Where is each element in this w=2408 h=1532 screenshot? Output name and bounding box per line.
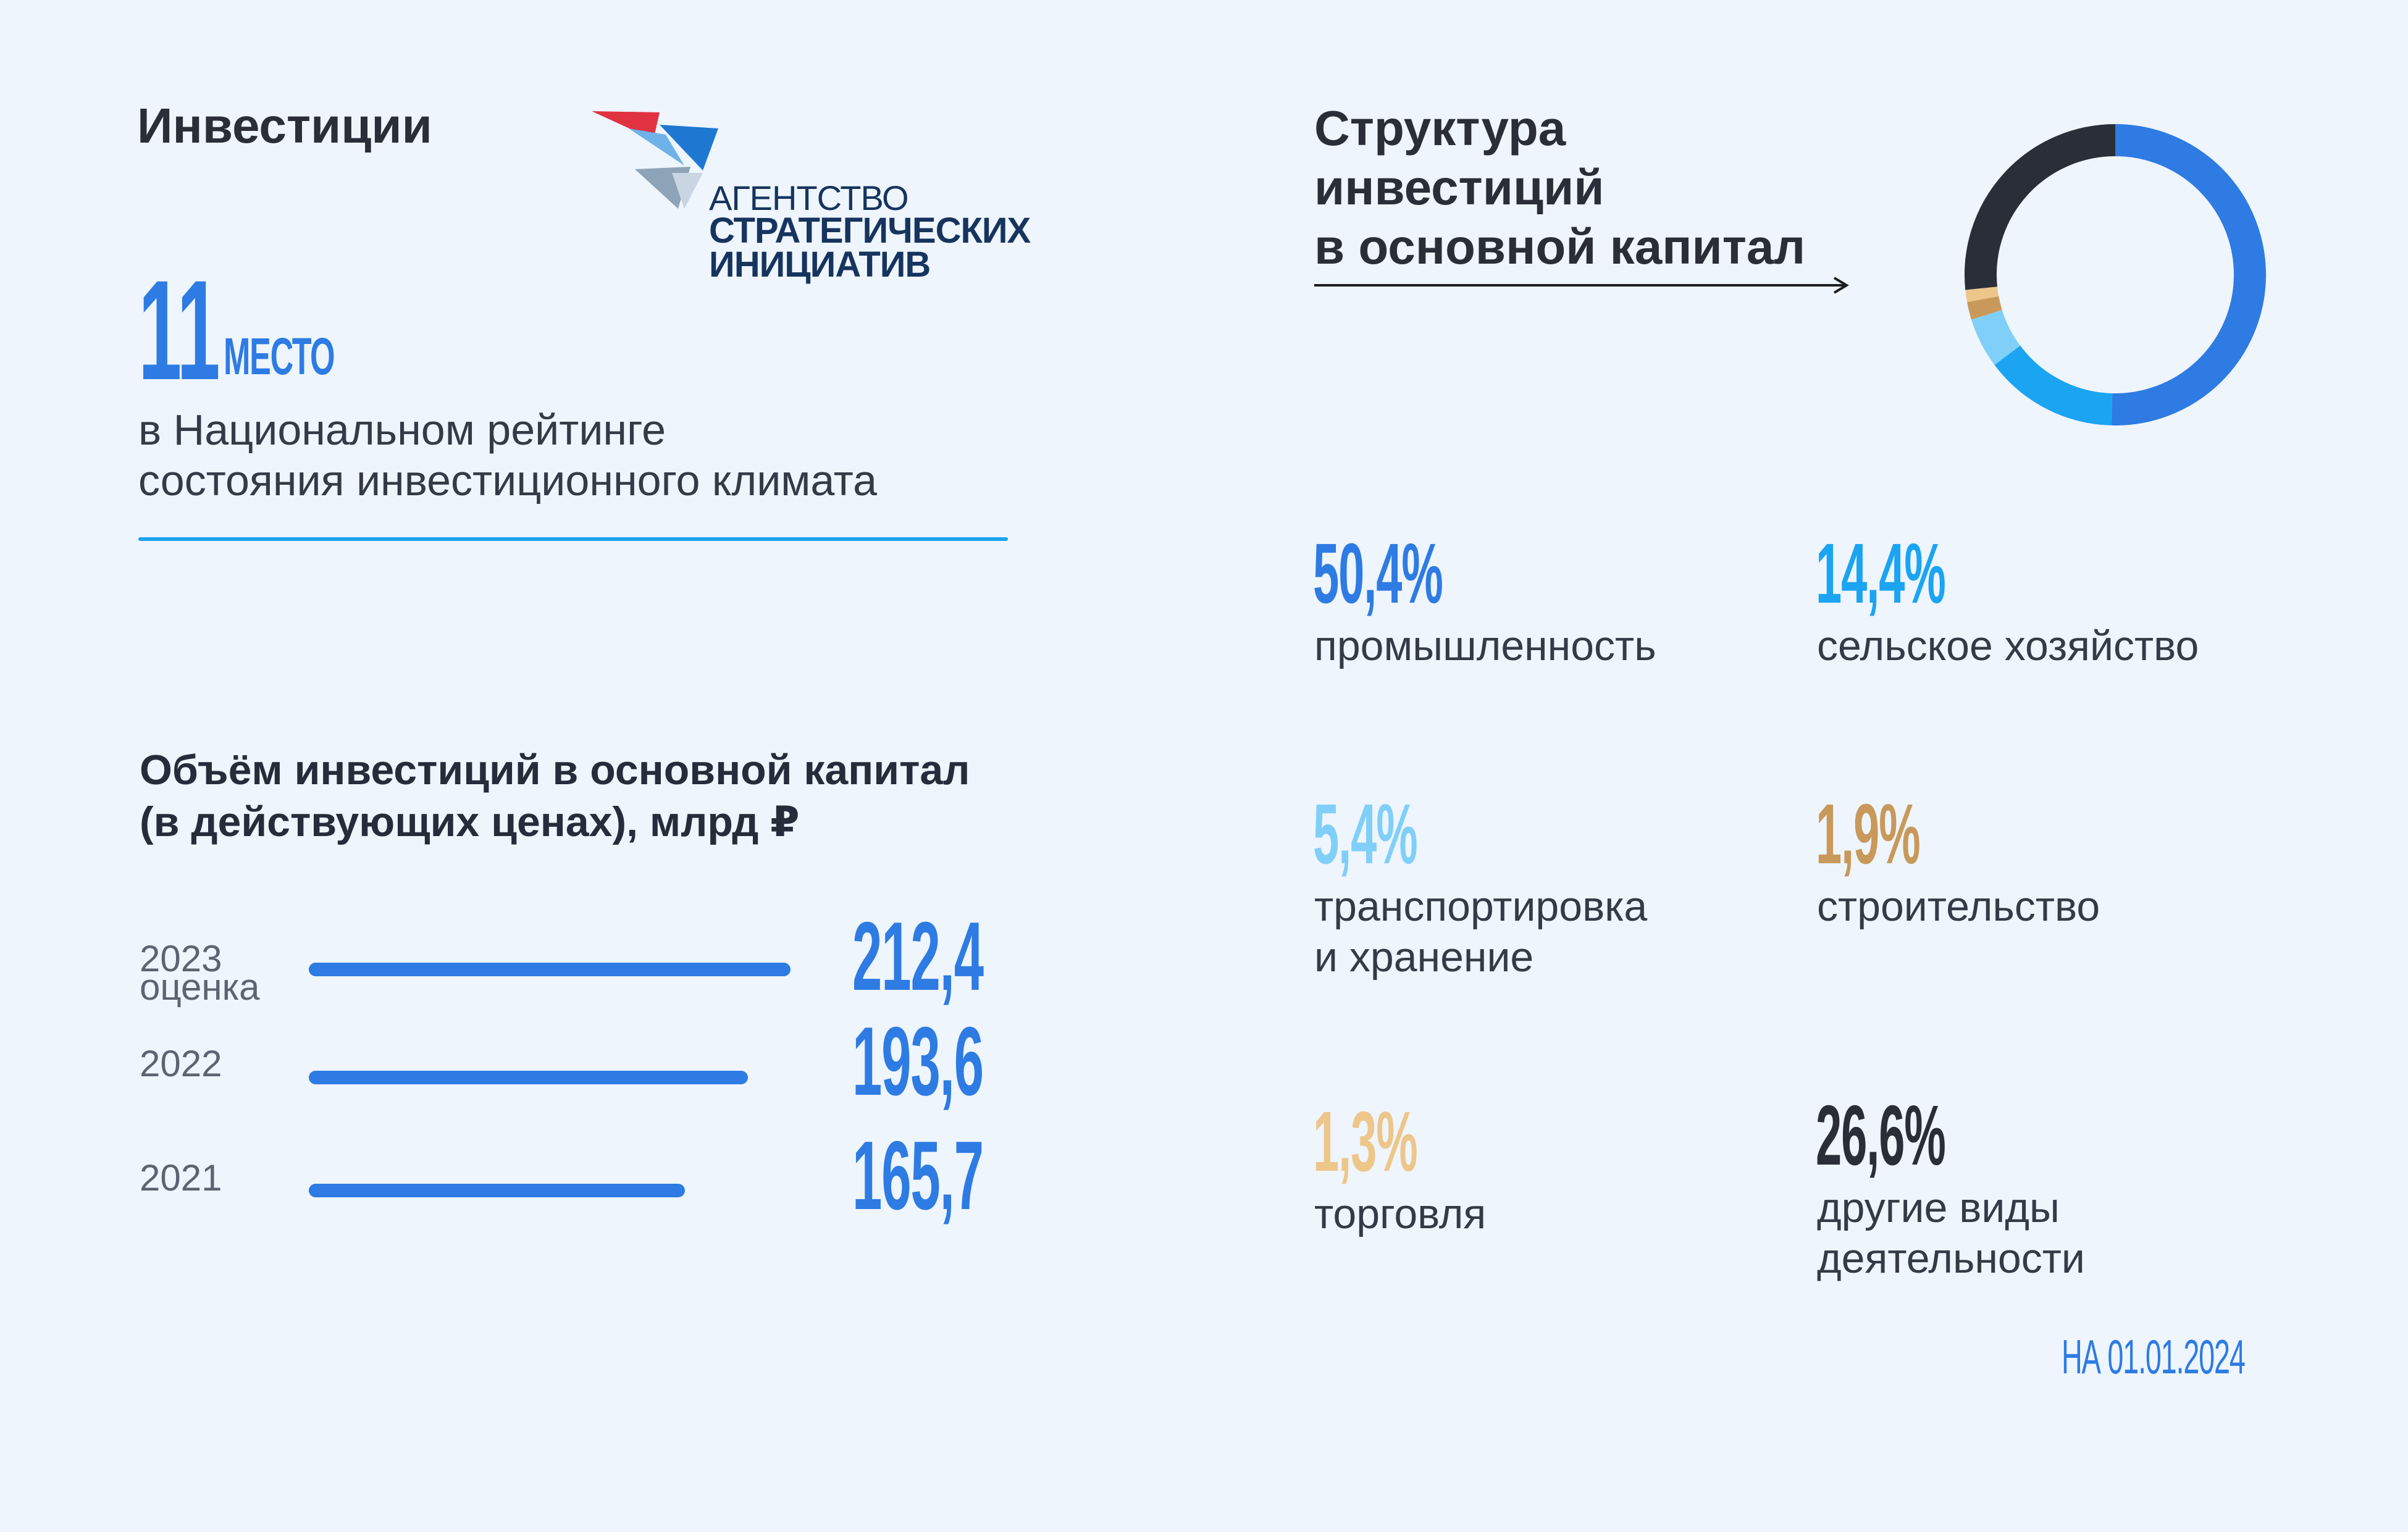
logo-text-line3: ИНИЦИАТИВ <box>709 245 931 285</box>
legend-label-line: строительство <box>1817 883 2100 930</box>
rank-description-line1: в Национальном рейтинге <box>138 406 666 454</box>
rank-description-line2: состояния инвестиционного климата <box>138 456 878 504</box>
donut-slice <box>1965 124 2116 290</box>
legend-label-line: деятельности <box>1817 1235 2085 1282</box>
legend-label-line: транспортировка <box>1314 883 1648 930</box>
donut-slice <box>1965 287 1999 303</box>
donut-slice <box>1994 345 2113 425</box>
arrow-icon <box>1314 277 1849 294</box>
bar-category-label: 2021 <box>140 1157 222 1199</box>
volume-title-line2: (в действующих ценах), млрд ₽ <box>140 798 800 845</box>
legend-percent: 50,4% <box>1313 526 1443 621</box>
structure-title-line1: Структура <box>1314 101 1566 156</box>
asi-logo <box>592 111 718 209</box>
date-note: НА 01.01.2024 <box>2062 1329 2246 1384</box>
bar <box>309 1184 685 1197</box>
volume-title-line1: Объём инвестиций в основной капитал <box>140 747 970 793</box>
legend-label: торговля <box>1314 1189 1870 1239</box>
bar-category-label: 2023 оценка <box>140 938 260 1008</box>
legend-percent: 26,6% <box>1816 1088 1946 1183</box>
investments-heading: Инвестиции <box>137 98 432 153</box>
legend-label-line: другие виды <box>1817 1184 2060 1231</box>
legend-label: сельское хозяйство <box>1817 621 2373 671</box>
legend-label-line: промышленность <box>1314 622 1656 669</box>
legend-label-line: сельское хозяйство <box>1817 622 2199 669</box>
logo-light-blue-wing <box>629 128 684 165</box>
bar-value-label: 212,4 <box>852 902 984 1011</box>
legend-label: транспортировка и хранение <box>1314 881 1870 982</box>
bar-category-label-line: 2022 <box>140 1043 222 1084</box>
bar-value-label: 165,7 <box>852 1121 984 1230</box>
donut-slice <box>2111 124 2266 425</box>
bar <box>309 963 791 976</box>
legend-label: промышленность <box>1314 621 1870 671</box>
bar-category-label: 2022 <box>140 1043 222 1084</box>
legend-label: строительство <box>1817 881 2373 932</box>
bar-value-label: 193,6 <box>852 1007 984 1116</box>
structure-donut-chart <box>1965 124 2266 425</box>
logo-light-wing <box>672 173 703 209</box>
logo-blue-wing <box>660 125 718 170</box>
bar <box>309 1071 748 1084</box>
structure-title-line2: инвестиций <box>1314 160 1605 215</box>
legend-label-line: торговля <box>1314 1191 1487 1237</box>
bar-category-label-line: оценка <box>140 966 260 1008</box>
rank-unit: МЕСТО <box>224 327 335 385</box>
donut-slice <box>1971 309 2021 365</box>
separator-line <box>138 537 1008 541</box>
logo-text-line1: АГЕНТСТВО <box>709 178 909 217</box>
legend-label: другие виды деятельности <box>1817 1182 2373 1284</box>
legend-percent: 1,3% <box>1313 1094 1418 1189</box>
rank-description: в Национальном рейтинге состояния инвест… <box>138 404 1034 506</box>
legend-percent: 1,9% <box>1816 787 1921 882</box>
logo-text-line2: СТРАТЕГИЧЕСКИХ <box>709 211 1031 251</box>
donut-slice <box>1967 296 2002 320</box>
rank-number: 11 <box>138 251 220 409</box>
legend-label-line: и хранение <box>1314 934 1534 981</box>
legend-percent: 14,4% <box>1816 526 1946 621</box>
bar-category-label-line: 2021 <box>140 1157 222 1199</box>
volume-chart-title: Объём инвестиций в основной капитал (в д… <box>140 744 1066 848</box>
structure-title-line3: в основной капитал <box>1314 219 1806 274</box>
structure-title: Структура инвестиций в основной капитал <box>1314 99 1901 277</box>
bar-category-label-line: 2023 <box>140 938 222 979</box>
legend-percent: 5,4% <box>1313 787 1418 882</box>
